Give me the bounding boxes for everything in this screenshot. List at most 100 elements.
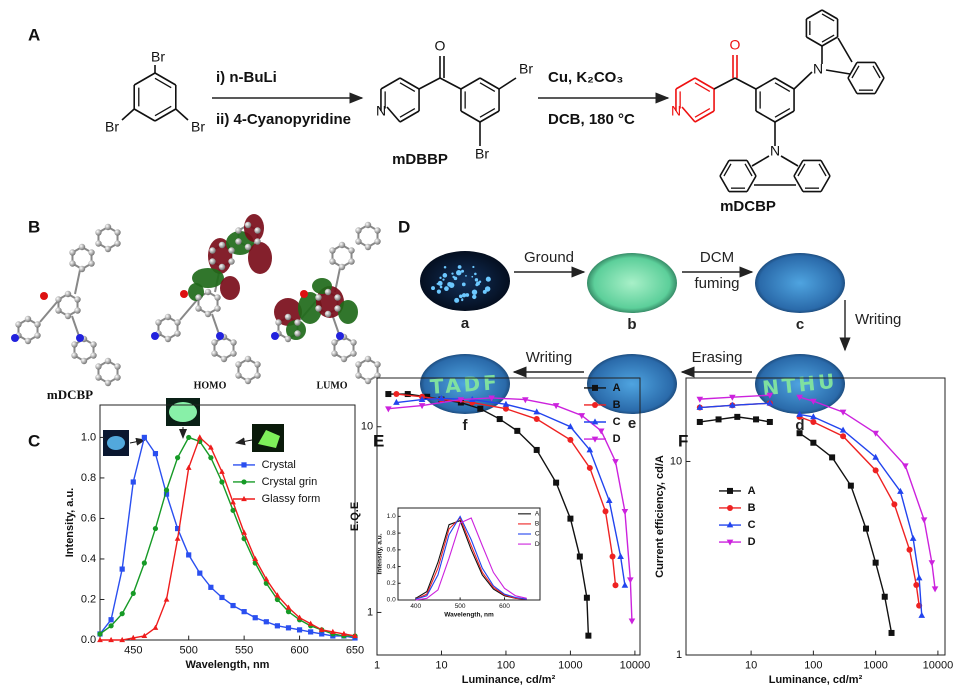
marker [230, 499, 236, 505]
photo-label: b [627, 316, 636, 333]
marker [872, 559, 879, 566]
legend-marker [241, 479, 247, 485]
bond [694, 82, 711, 92]
marker [296, 627, 303, 633]
marker [627, 577, 634, 584]
bond [719, 160, 730, 177]
series-line [388, 397, 633, 621]
y-tick-label: 0.6 [81, 512, 96, 524]
marker [583, 594, 590, 601]
marker [97, 631, 103, 637]
atom [244, 221, 252, 229]
panel-label: F [678, 431, 688, 450]
pointer [129, 437, 146, 446]
series-line [415, 517, 527, 600]
glow-dot [456, 269, 462, 276]
atom [204, 310, 212, 318]
marker [839, 409, 847, 416]
marker [252, 615, 258, 621]
bond [821, 9, 838, 20]
glow-dot [474, 272, 477, 276]
x-tick-label: 400 [410, 603, 421, 610]
atom [64, 312, 72, 320]
atom [364, 377, 372, 385]
atom [151, 332, 159, 340]
marker [296, 614, 303, 620]
atom [209, 247, 216, 254]
bond [821, 13, 835, 22]
glow-dot [485, 276, 491, 282]
marker [810, 418, 817, 425]
atom [355, 227, 362, 234]
y-axis-label: Current efficiency, cd/A [654, 455, 666, 578]
glow-dot [471, 289, 478, 295]
atom [275, 319, 282, 326]
marker [175, 455, 181, 461]
legend-label: C [748, 519, 756, 531]
atom [336, 332, 344, 340]
marker [241, 529, 247, 535]
atom [164, 335, 172, 343]
atom [180, 290, 188, 298]
atom [71, 352, 78, 359]
x-tick-label: 600 [290, 644, 308, 656]
legend-label: B [535, 521, 539, 528]
atom [235, 361, 242, 368]
bond [851, 65, 860, 79]
glow-dot [461, 293, 467, 298]
marker [586, 464, 593, 471]
marker [888, 629, 895, 636]
atom [334, 294, 341, 301]
atom [364, 355, 372, 363]
bond [681, 106, 696, 123]
y-tick-label: 0.0 [81, 634, 96, 646]
glow-dot [472, 265, 475, 269]
glow-dot [465, 293, 470, 297]
atom [90, 352, 97, 359]
atom [254, 361, 261, 368]
atom [338, 241, 346, 249]
marker [872, 467, 879, 474]
legend-marker [726, 521, 734, 528]
x-tick-label: 10 [745, 659, 757, 671]
marker [872, 453, 879, 460]
bond [755, 77, 776, 90]
bond [439, 77, 462, 90]
orbital-lobe [248, 242, 272, 274]
marker [175, 525, 181, 532]
y-axis-label: Intensity, a.u. [64, 488, 76, 557]
bond [847, 62, 858, 79]
legend-label: D [535, 541, 540, 548]
marker [319, 631, 325, 637]
atom [374, 238, 381, 245]
marker [318, 626, 325, 632]
atom [71, 341, 78, 348]
atom [95, 229, 102, 236]
glow-dot [465, 274, 467, 277]
marker [274, 596, 280, 603]
pointer [235, 437, 253, 446]
bond [797, 163, 806, 177]
marker [585, 632, 592, 639]
atom [348, 258, 355, 265]
marker [902, 463, 909, 470]
legend-marker [241, 495, 247, 502]
x-tick-label: 450 [124, 644, 142, 656]
marker [186, 434, 192, 441]
marker [141, 560, 147, 566]
bond [755, 110, 776, 123]
marker [241, 609, 247, 615]
orbital-lobe [338, 300, 358, 324]
x-tick-label: 550 [235, 644, 253, 656]
marker [897, 487, 904, 494]
glow-dot [442, 278, 445, 281]
atom [34, 332, 41, 339]
atom: Br [519, 61, 533, 77]
glow-dot [444, 286, 449, 292]
atom [64, 290, 72, 298]
y-tick-label: 0.8 [387, 530, 396, 537]
marker [424, 393, 431, 400]
atom [355, 361, 362, 368]
marker [909, 534, 917, 541]
photo-label: c [796, 316, 804, 333]
